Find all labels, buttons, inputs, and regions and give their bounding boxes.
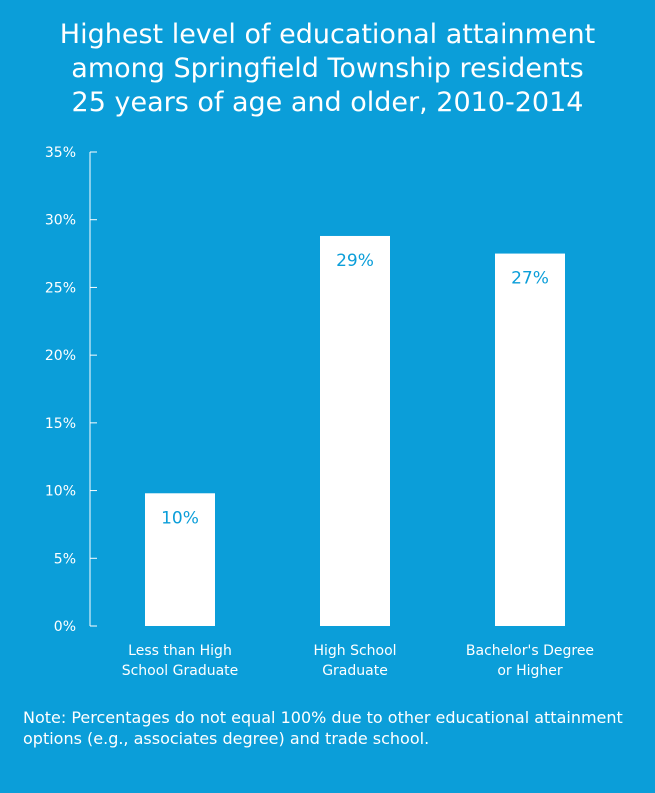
- chart-note: Note: Percentages do not equal 100% due …: [23, 708, 623, 748]
- x-category-label-line: Graduate: [322, 663, 388, 679]
- bar: [145, 493, 215, 626]
- x-category-label: Bachelor's Degree or Higher: [466, 643, 594, 679]
- y-tick-label: 15%: [45, 416, 76, 432]
- x-category-label-line: or Higher: [497, 663, 563, 679]
- bar: [495, 253, 565, 627]
- y-tick-label: 0%: [54, 619, 76, 635]
- bar: [320, 235, 390, 627]
- y-tick-label: 35%: [45, 145, 76, 161]
- x-category-label-line: Bachelor's Degree: [466, 643, 594, 659]
- x-category-label-line: Less than High: [128, 643, 232, 659]
- x-category-label-line: High School: [313, 643, 396, 659]
- labels: 10% Less than High School Graduate 29% High …: [122, 251, 594, 679]
- y-tick-label: 5%: [54, 551, 76, 567]
- bars: [145, 235, 565, 627]
- y-tick-label: 30%: [45, 213, 76, 229]
- bar-data-label: 10%: [161, 508, 199, 528]
- bar-data-label: 27%: [511, 269, 549, 289]
- x-category-label: Less than High School Graduate: [122, 643, 239, 679]
- chart-title: Highest level of educational attainment …: [59, 19, 596, 118]
- y-tick-label: 10%: [45, 484, 76, 500]
- x-category-label: High School Graduate: [313, 643, 396, 679]
- y-tick-label: 25%: [45, 280, 76, 296]
- x-category-label-line: School Graduate: [122, 663, 239, 679]
- y-axis: 0% 5% 10% 15% 20% 25% 30% 35%: [45, 145, 97, 635]
- y-tick-label: 20%: [45, 348, 76, 364]
- bar-data-label: 29%: [336, 251, 374, 271]
